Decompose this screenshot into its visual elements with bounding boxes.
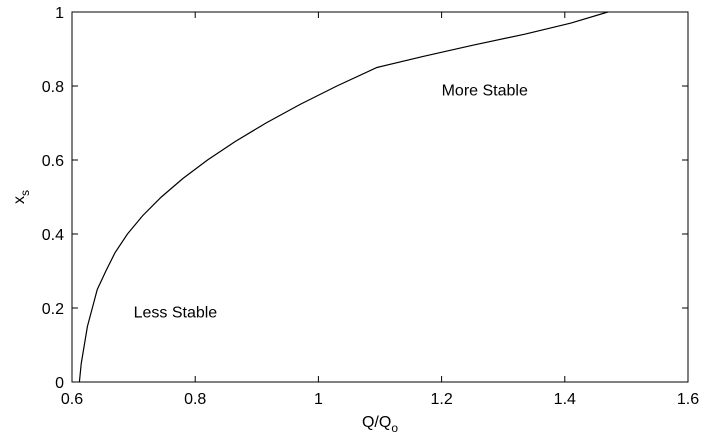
y-tick-label: 0.8: [42, 79, 64, 96]
y-axis-label: xs: [11, 190, 32, 204]
x-tick-label: 1.6: [677, 391, 699, 408]
y-tick-label: 1: [55, 5, 64, 22]
x-tick-label: 1: [314, 391, 323, 408]
annotations: More Stable Less Stable: [134, 83, 528, 322]
annotation-label: Less Stable: [134, 305, 218, 322]
x-tick-label: 1.4: [554, 391, 576, 408]
x-tick-label: 1.2: [430, 391, 452, 408]
y-tick-label: 0.2: [42, 301, 64, 318]
plot-frame: [71, 11, 689, 383]
tick-labels: 0.6 0.8 1 1.2 1.4 1.6 0 0.2 0.4 0.6 0.8 1: [42, 5, 699, 408]
x-tick-label: 0.8: [184, 391, 206, 408]
series-line: [78, 11, 609, 383]
ticks: [71, 11, 689, 383]
annotation-label: More Stable: [442, 83, 528, 100]
x-axis-label: Q/Qo: [362, 414, 398, 435]
y-tick-label: 0: [55, 375, 64, 392]
y-tick-label: 0.6: [42, 153, 64, 170]
x-tick-label: 0.6: [61, 391, 83, 408]
y-tick-label: 0.4: [42, 227, 64, 244]
